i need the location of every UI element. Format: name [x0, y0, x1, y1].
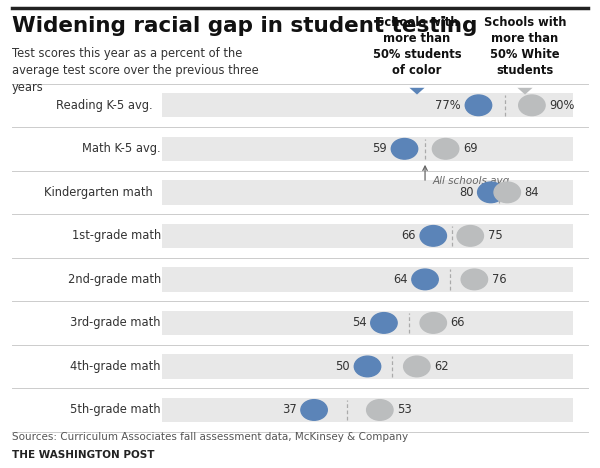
Text: 66: 66: [451, 316, 465, 329]
Text: 62: 62: [434, 360, 449, 373]
Text: Sources: Curriculum Associates fall assessment data, McKinsey & Company: Sources: Curriculum Associates fall asse…: [12, 432, 408, 442]
Text: 5th-grade math: 5th-grade math: [70, 403, 161, 417]
Text: Test scores this year as a percent of the
average test score over the previous t: Test scores this year as a percent of th…: [12, 47, 259, 94]
Circle shape: [412, 269, 438, 290]
Circle shape: [404, 356, 430, 377]
Circle shape: [420, 313, 446, 333]
Circle shape: [367, 400, 393, 420]
Text: Schools with
more than
50% White
students: Schools with more than 50% White student…: [484, 16, 566, 77]
Text: All schools avg.: All schools avg.: [432, 176, 513, 186]
Text: 37: 37: [282, 403, 296, 417]
FancyBboxPatch shape: [162, 267, 573, 292]
FancyBboxPatch shape: [162, 180, 573, 205]
Circle shape: [420, 226, 446, 246]
FancyBboxPatch shape: [162, 354, 573, 379]
Circle shape: [461, 269, 488, 290]
Circle shape: [371, 313, 397, 333]
Text: 69: 69: [463, 142, 478, 155]
Text: 90%: 90%: [550, 99, 575, 112]
Text: 84: 84: [524, 186, 539, 199]
FancyBboxPatch shape: [162, 137, 573, 161]
FancyBboxPatch shape: [162, 398, 573, 422]
Text: 80: 80: [459, 186, 473, 199]
Circle shape: [391, 139, 418, 159]
Polygon shape: [409, 88, 425, 95]
Text: Schools with
more than
50% students
of color: Schools with more than 50% students of c…: [373, 16, 461, 77]
Polygon shape: [517, 88, 533, 95]
Text: Math K-5 avg.: Math K-5 avg.: [82, 142, 161, 155]
Text: 2nd-grade math: 2nd-grade math: [68, 273, 161, 286]
Text: Widening racial gap in student testing: Widening racial gap in student testing: [12, 16, 478, 37]
Text: 59: 59: [373, 142, 387, 155]
Circle shape: [457, 226, 484, 246]
Text: 75: 75: [488, 229, 502, 242]
Circle shape: [494, 182, 520, 203]
FancyBboxPatch shape: [162, 224, 573, 248]
Text: 50: 50: [335, 360, 350, 373]
FancyBboxPatch shape: [162, 93, 573, 117]
Text: 1st-grade math: 1st-grade math: [71, 229, 161, 242]
Text: Reading K-5 avg.: Reading K-5 avg.: [56, 99, 153, 112]
FancyBboxPatch shape: [162, 311, 573, 335]
Circle shape: [465, 95, 491, 116]
Text: 77%: 77%: [436, 99, 461, 112]
Text: 53: 53: [397, 403, 412, 417]
Text: 4th-grade math: 4th-grade math: [70, 360, 161, 373]
Circle shape: [518, 95, 545, 116]
Text: 64: 64: [393, 273, 407, 286]
Text: Kindergarten math: Kindergarten math: [44, 186, 153, 199]
Text: 76: 76: [492, 273, 506, 286]
Text: 3rd-grade math: 3rd-grade math: [70, 316, 161, 329]
Circle shape: [478, 182, 504, 203]
Text: 54: 54: [352, 316, 367, 329]
Circle shape: [354, 356, 381, 377]
Circle shape: [433, 139, 459, 159]
Circle shape: [301, 400, 327, 420]
Text: 66: 66: [401, 229, 416, 242]
Text: THE WASHINGTON POST: THE WASHINGTON POST: [12, 450, 155, 460]
